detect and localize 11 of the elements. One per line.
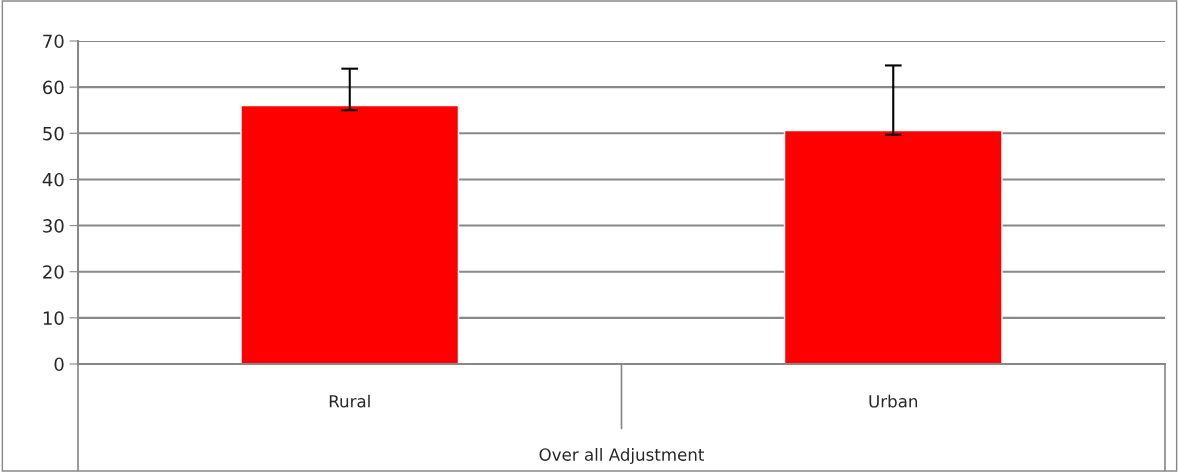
x-axis-title: Over all Adjustment — [539, 447, 705, 465]
y-tick-label: 20 — [43, 265, 64, 279]
y-tick-label: 10 — [43, 311, 64, 325]
y-tick-label: 40 — [42, 172, 64, 187]
y-tick-label: 70 — [43, 34, 64, 49]
y-tick-label: 50 — [43, 126, 64, 141]
y-tick-label: 0 — [54, 357, 64, 372]
y-tick-label: 60 — [43, 80, 64, 95]
x-tick-label: Urban — [869, 394, 918, 408]
y-tick-label: 30 — [43, 219, 64, 233]
x-tick-label: Rural — [329, 394, 370, 408]
